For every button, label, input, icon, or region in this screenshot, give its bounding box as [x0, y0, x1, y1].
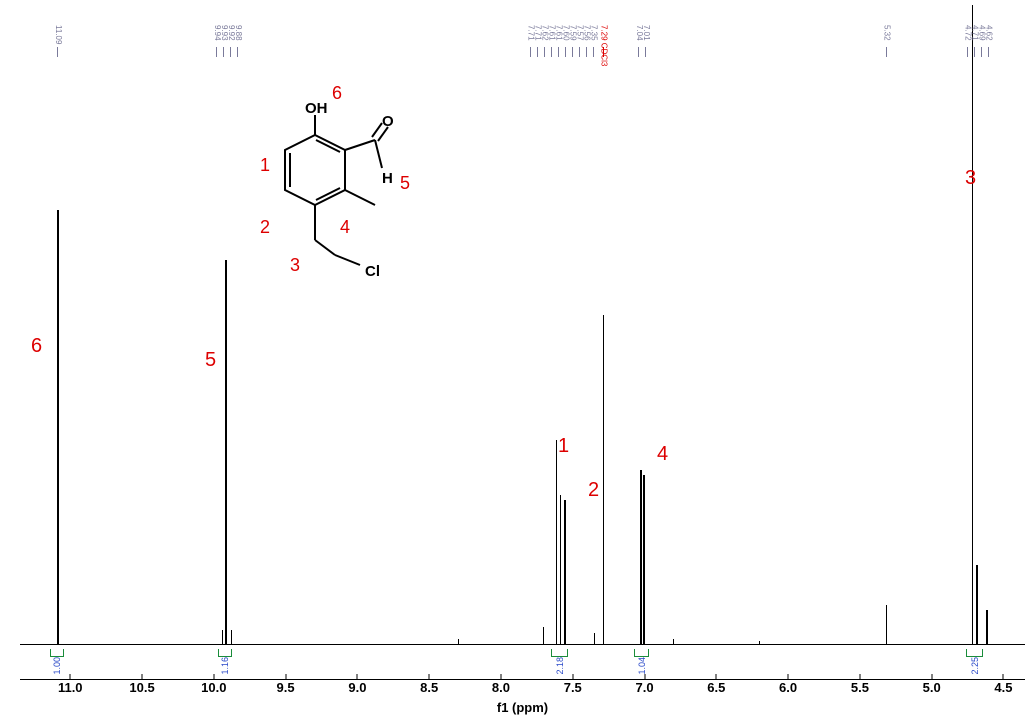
- x-tick-label: 5.0: [923, 680, 941, 695]
- nmr-peak: [564, 500, 566, 645]
- peak-pick-line: [638, 47, 639, 57]
- peak-pick-line: [223, 47, 224, 57]
- integral-bracket: [50, 649, 64, 657]
- structure-number: 3: [290, 255, 300, 276]
- x-axis-title: f1 (ppm): [497, 700, 548, 715]
- baseline: [20, 644, 1025, 646]
- plot-area: f1 (ppm) 11.010.510.09.59.08.58.07.57.06…: [20, 5, 1025, 645]
- peak-pick-line: [565, 47, 566, 57]
- structure-number: 4: [340, 217, 350, 238]
- structure-number: 1: [260, 155, 270, 176]
- atom-label: Cl: [365, 263, 380, 280]
- integral-value: 2.18: [555, 657, 565, 675]
- nmr-peak-minor: [222, 630, 223, 645]
- x-tick-label: 7.5: [564, 680, 582, 695]
- integral-value: 1.04: [637, 657, 647, 675]
- integral-bracket: [551, 649, 568, 657]
- assignment-label: 3: [965, 167, 976, 190]
- assignment-label: 1: [558, 435, 569, 458]
- peak-pick-line: [216, 47, 217, 57]
- peak-pick-line: [967, 47, 968, 57]
- nmr-peak: [640, 470, 642, 645]
- peak-pick-label: 7.35: [589, 25, 599, 41]
- peak-pick-line: [57, 47, 58, 57]
- x-tick-label: 10.5: [129, 680, 154, 695]
- atom-label: OH: [305, 100, 328, 117]
- peak-pick-line: [237, 47, 238, 57]
- molecular-structure: OHOHCl612345: [260, 95, 420, 295]
- structure-number: 6: [332, 83, 342, 104]
- peak-pick-label: 7.29 CDCl3: [599, 25, 609, 66]
- nmr-peak: [643, 475, 645, 645]
- x-tick-label: 9.0: [348, 680, 366, 695]
- x-tick-label: 7.0: [635, 680, 653, 695]
- peak-pick-label: 9.88: [233, 25, 243, 41]
- peak-pick-line: [974, 47, 975, 57]
- x-tick-label: 8.5: [420, 680, 438, 695]
- nmr-peak: [225, 260, 227, 645]
- atom-label: H: [382, 170, 393, 187]
- x-tick-label: 4.5: [994, 680, 1012, 695]
- peak-pick-label: 5.32: [882, 25, 892, 41]
- peak-pick-line: [886, 47, 887, 57]
- nmr-peak: [986, 610, 988, 645]
- peak-pick-label: 7.01: [641, 25, 651, 41]
- nmr-spectrum: f1 (ppm) 11.0 10.5 10.0 9.5 9.0 8.5 8.0 7.5 7.0 6…: [0, 0, 1032, 720]
- peak-pick-line: [551, 47, 552, 57]
- x-axis-line: [20, 679, 1025, 680]
- integral-bracket: [218, 649, 232, 657]
- peak-pick-line: [603, 47, 604, 57]
- assignment-label: 5: [205, 349, 216, 372]
- peak-pick-line: [586, 47, 587, 57]
- integral-value: 1.16: [220, 657, 230, 675]
- x-tick-label: 6.5: [707, 680, 725, 695]
- nmr-peak: [57, 210, 59, 645]
- structure-number: 5: [400, 173, 410, 194]
- atom-label: O: [382, 113, 394, 130]
- peak-pick-line: [530, 47, 531, 57]
- peak-pick-line: [558, 47, 559, 57]
- peak-pick-line: [579, 47, 580, 57]
- nmr-peak-minor: [543, 627, 544, 645]
- structure-svg: [260, 95, 420, 295]
- x-tick-label: 9.5: [277, 680, 295, 695]
- peak-pick-line: [230, 47, 231, 57]
- peak-pick-line: [572, 47, 573, 57]
- peak-pick-line: [593, 47, 594, 57]
- nmr-peak: [886, 605, 887, 645]
- nmr-peak: [560, 495, 562, 645]
- x-tick-label: 5.5: [851, 680, 869, 695]
- nmr-peak-minor: [458, 639, 459, 645]
- nmr-peak-minor: [673, 639, 674, 645]
- peak-pick-line: [544, 47, 545, 57]
- nmr-peak-minor: [759, 641, 760, 645]
- nmr-peak: [556, 440, 558, 645]
- peak-pick-line: [537, 47, 538, 57]
- integral-value: 2.25: [970, 657, 980, 675]
- nmr-peak: [976, 565, 978, 645]
- x-tick-label: 10.0: [201, 680, 226, 695]
- structure-number: 2: [260, 217, 270, 238]
- integral-bracket: [634, 649, 648, 657]
- x-tick-label: 11.0: [58, 680, 83, 695]
- peak-pick-label: 4.62: [984, 25, 994, 41]
- peak-pick-line: [981, 47, 982, 57]
- x-tick-label: 6.0: [779, 680, 797, 695]
- peak-pick-label: 11.09: [53, 25, 63, 44]
- assignment-label: 2: [588, 479, 599, 502]
- peak-pick-line: [988, 47, 989, 57]
- nmr-peak: [972, 5, 974, 645]
- integral-bracket: [966, 649, 983, 657]
- peak-pick-line: [645, 47, 646, 57]
- nmr-peak-minor: [231, 630, 232, 645]
- x-tick-label: 8.0: [492, 680, 510, 695]
- nmr-peak-minor: [594, 633, 595, 645]
- assignment-label: 4: [657, 443, 668, 466]
- assignment-label: 6: [31, 335, 42, 358]
- integral-value: 1.00: [52, 657, 62, 675]
- nmr-peak: [603, 315, 605, 645]
